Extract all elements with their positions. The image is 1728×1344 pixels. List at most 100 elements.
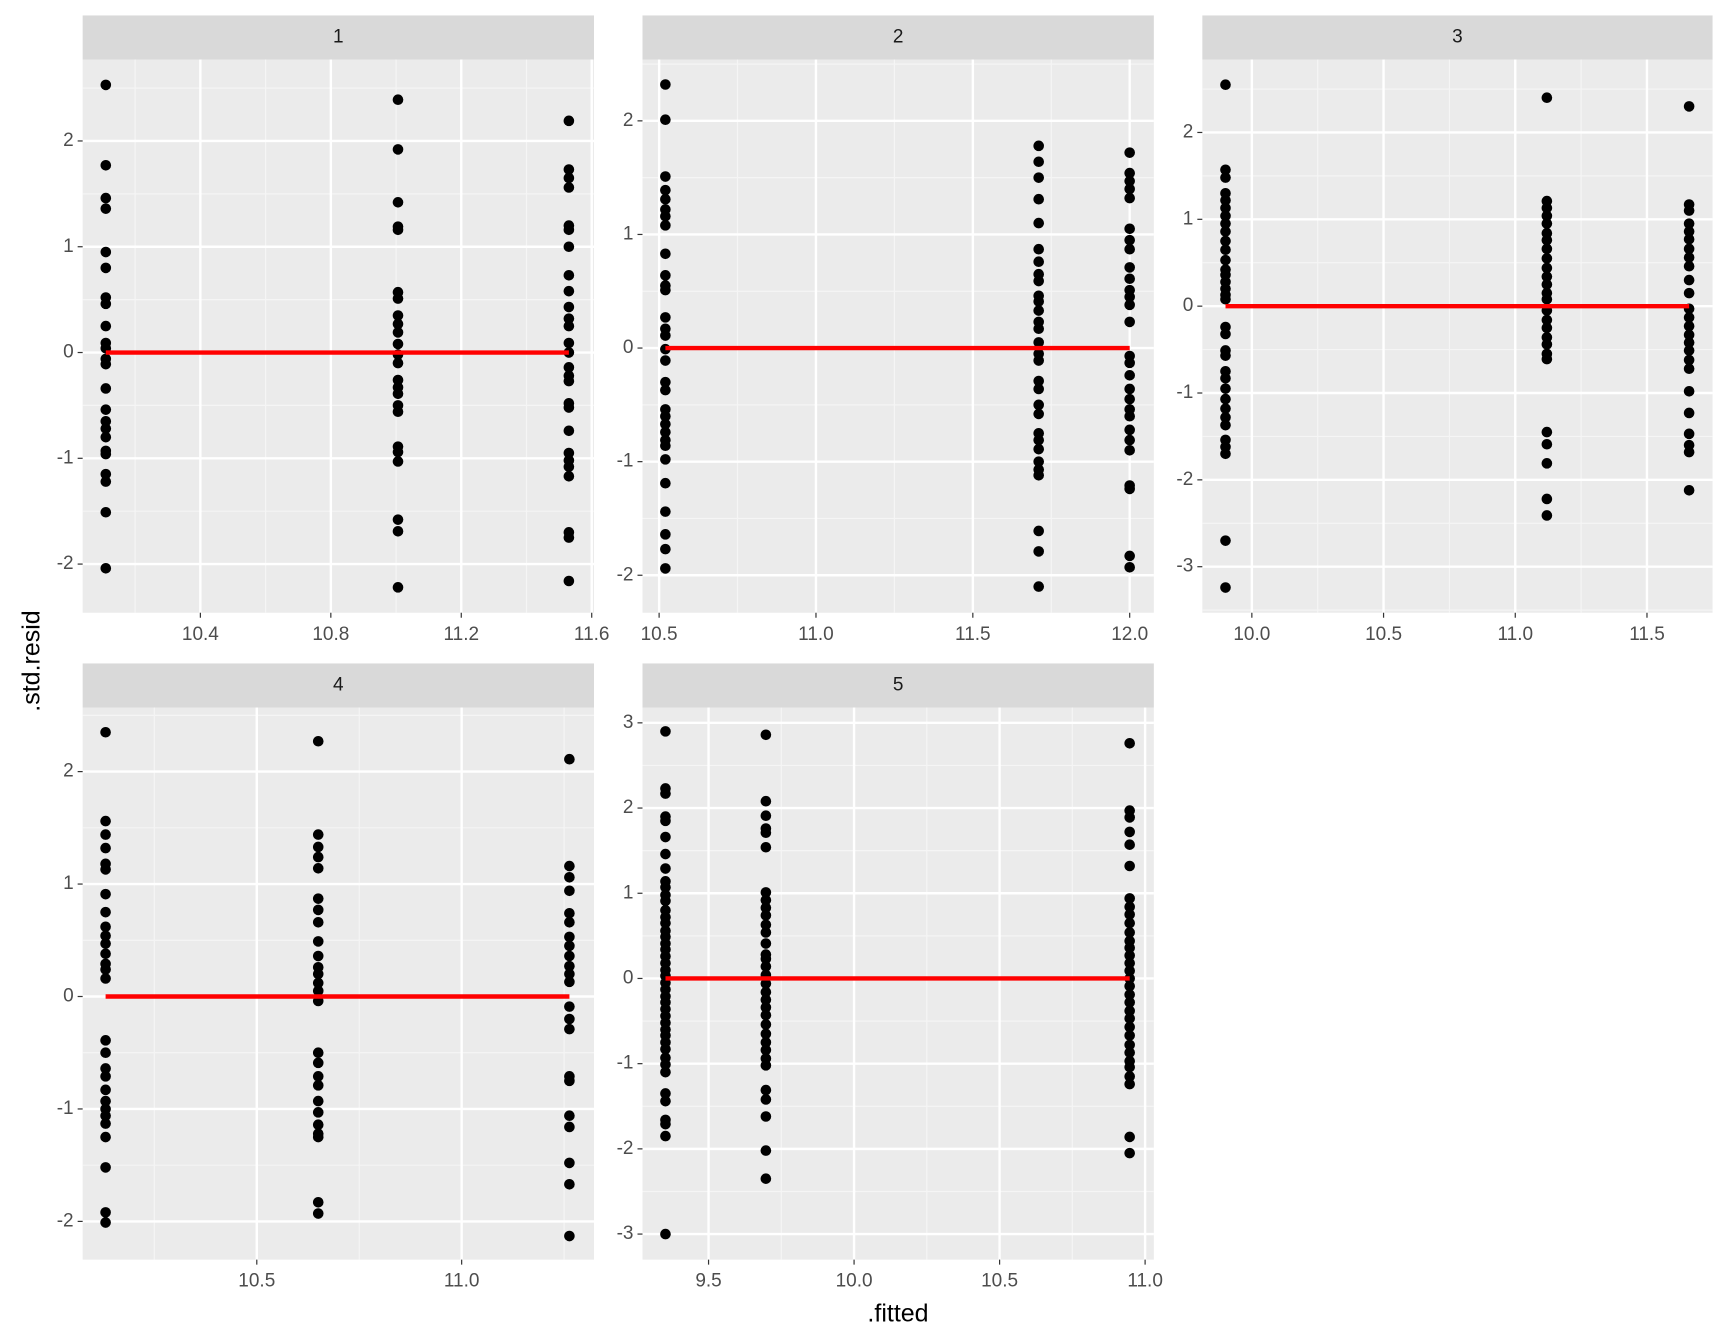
- point: [1124, 383, 1135, 395]
- point: [100, 423, 112, 434]
- strip: [82, 663, 594, 708]
- point: [660, 1088, 671, 1099]
- plot-background: [642, 59, 1154, 613]
- point: [100, 506, 112, 518]
- point: [1033, 217, 1045, 229]
- point: [1541, 243, 1553, 255]
- point: [1683, 226, 1695, 237]
- point: [660, 506, 671, 517]
- x-tick-label: 11.2: [443, 624, 479, 645]
- point: [564, 931, 575, 943]
- point: [660, 114, 671, 126]
- point: [1541, 262, 1553, 274]
- x-tick-label: 10.5: [981, 1271, 1018, 1292]
- point: [1541, 493, 1553, 505]
- point: [312, 841, 324, 853]
- point: [1033, 140, 1045, 152]
- x-tick-label: 10.4: [182, 624, 219, 645]
- point: [392, 94, 404, 106]
- point: [563, 402, 575, 413]
- point: [1124, 183, 1135, 195]
- x-tick-label: 10.5: [238, 1271, 275, 1292]
- point: [564, 1230, 575, 1242]
- point: [1124, 917, 1135, 929]
- panel: 2 -2 -1 0 1 2 10.5 11.0 11.5 12.0: [617, 15, 1154, 645]
- point: [1124, 1013, 1135, 1024]
- y-tick-label: -1: [57, 447, 74, 468]
- point: [1124, 357, 1135, 369]
- point: [392, 197, 404, 208]
- point: [100, 415, 112, 427]
- point: [660, 384, 671, 396]
- point: [660, 1130, 671, 1142]
- point: [1124, 957, 1135, 969]
- point: [564, 976, 575, 988]
- point: [1541, 339, 1553, 350]
- point: [1220, 350, 1231, 361]
- point: [1683, 312, 1695, 323]
- point: [1220, 448, 1231, 460]
- point: [660, 863, 671, 874]
- point: [1541, 438, 1553, 450]
- point: [564, 872, 575, 883]
- point: [1683, 252, 1695, 263]
- point: [1124, 839, 1135, 850]
- point: [660, 477, 671, 489]
- point: [760, 953, 772, 965]
- point: [392, 406, 404, 418]
- panel: 4 -2 -1 0 1 2 10.5 11.0: [57, 663, 594, 1292]
- x-tick-label: 11.0: [1127, 1271, 1163, 1292]
- point: [100, 1071, 111, 1082]
- point: [100, 298, 112, 310]
- y-tick-label: 0: [623, 337, 634, 358]
- point: [1541, 426, 1553, 438]
- point: [1683, 329, 1695, 341]
- point: [1033, 156, 1045, 168]
- point: [1541, 458, 1553, 469]
- point: [1220, 202, 1231, 214]
- point: [760, 1044, 772, 1056]
- point: [1033, 305, 1045, 316]
- point: [1033, 256, 1045, 268]
- point: [563, 269, 575, 281]
- point: [660, 284, 671, 296]
- point: [660, 788, 671, 799]
- point: [1541, 293, 1553, 305]
- point: [1683, 337, 1695, 348]
- point: [1541, 271, 1553, 282]
- point: [392, 338, 404, 350]
- point: [312, 977, 324, 989]
- point: [1683, 260, 1695, 272]
- point: [564, 1075, 575, 1087]
- point: [1683, 320, 1695, 332]
- point: [660, 1095, 671, 1107]
- point: [1220, 172, 1231, 183]
- point: [392, 144, 404, 155]
- point: [100, 1110, 111, 1121]
- point: [760, 729, 772, 741]
- point: [1220, 164, 1231, 176]
- point: [100, 1207, 111, 1218]
- point: [100, 973, 111, 984]
- x-tick-label: 9.5: [695, 1271, 721, 1292]
- strip-title: 1: [333, 26, 344, 47]
- point: [1220, 194, 1231, 206]
- point: [1541, 510, 1553, 521]
- point: [1033, 456, 1045, 467]
- point: [760, 986, 772, 998]
- point: [1683, 233, 1695, 245]
- point: [1683, 205, 1695, 216]
- point: [312, 950, 324, 962]
- point: [564, 907, 575, 919]
- point: [563, 313, 575, 324]
- point: [1033, 581, 1045, 592]
- point: [1220, 393, 1231, 405]
- y-tick-label: -1: [1176, 382, 1193, 403]
- point: [1124, 997, 1135, 1008]
- y-tick-label: -2: [1176, 469, 1193, 490]
- point: [660, 440, 671, 452]
- point: [1033, 355, 1045, 366]
- point: [660, 454, 671, 465]
- point: [312, 1080, 324, 1091]
- point: [760, 1019, 772, 1030]
